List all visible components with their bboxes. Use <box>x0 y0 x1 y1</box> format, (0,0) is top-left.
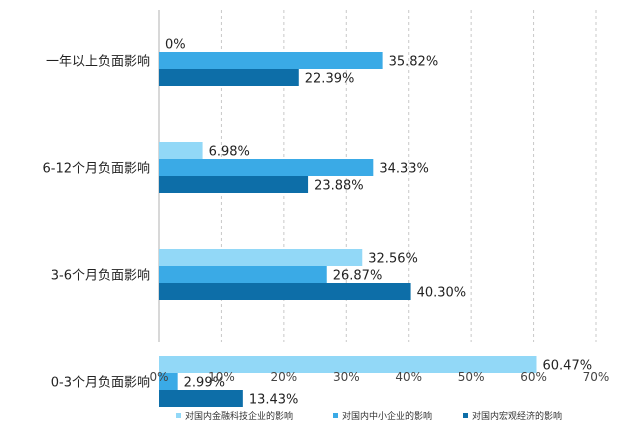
data-label: 13.43% <box>249 393 299 408</box>
category-labels: 一年以上负面影响 6-12个月负面影响 3-6个月负面影响 0-3个月负面影响 <box>42 54 150 391</box>
data-label: 26.87% <box>333 269 383 284</box>
x-tick-label: 60% <box>520 370 547 384</box>
category-label: 6-12个月负面影响 <box>42 161 150 177</box>
legend-swatch <box>463 413 468 418</box>
x-tick-label: 70% <box>583 370 610 384</box>
bar <box>159 52 383 69</box>
data-label: 60.47% <box>543 359 593 374</box>
category-label: 3-6个月负面影响 <box>51 268 150 284</box>
bar <box>159 159 374 176</box>
bar <box>159 142 203 159</box>
bar <box>159 390 243 407</box>
data-labels: 0% 35.82% 22.39% 6.98% 34.33% 23.88% 32.56% 26.… <box>165 38 592 408</box>
data-label: 40.30% <box>417 286 467 301</box>
x-tick-label: 30% <box>333 370 360 384</box>
data-label: 23.88% <box>314 179 364 194</box>
x-tick-label: 20% <box>271 370 298 384</box>
bar <box>159 249 363 266</box>
data-label: 34.33% <box>379 162 429 177</box>
data-label: 2.99% <box>184 376 225 391</box>
bar <box>159 283 411 300</box>
legend-label: 对国内中小企业的影响 <box>342 410 432 422</box>
data-label: 6.98% <box>209 145 250 160</box>
category-label: 一年以上负面影响 <box>46 54 150 70</box>
legend-swatch <box>333 413 338 418</box>
chart-legend: 对国内金融科技企业的影响 对国内中小企业的影响 对国内宏观经济的影响 <box>176 410 562 422</box>
x-tick-label: 0% <box>149 370 168 384</box>
legend-swatch <box>176 413 181 418</box>
chart-bars <box>159 52 537 407</box>
data-label: 22.39% <box>305 72 355 87</box>
x-tick-label: 40% <box>395 370 422 384</box>
category-label: 0-3个月负面影响 <box>51 375 150 391</box>
x-tick-label: 10% <box>208 370 235 384</box>
bar <box>159 176 309 193</box>
bar <box>159 356 537 373</box>
data-label: 0% <box>165 38 186 53</box>
bar <box>159 373 178 390</box>
bar <box>159 69 299 86</box>
legend-label: 对国内金融科技企业的影响 <box>185 410 293 422</box>
x-axis-ticks: 0% 10% 20% 30% 40% 50% 60% 70% <box>149 370 609 384</box>
data-label: 35.82% <box>389 55 439 70</box>
data-label: 32.56% <box>368 252 418 267</box>
bar <box>159 266 327 283</box>
x-tick-label: 50% <box>458 370 485 384</box>
legend-label: 对国内宏观经济的影响 <box>472 410 562 422</box>
